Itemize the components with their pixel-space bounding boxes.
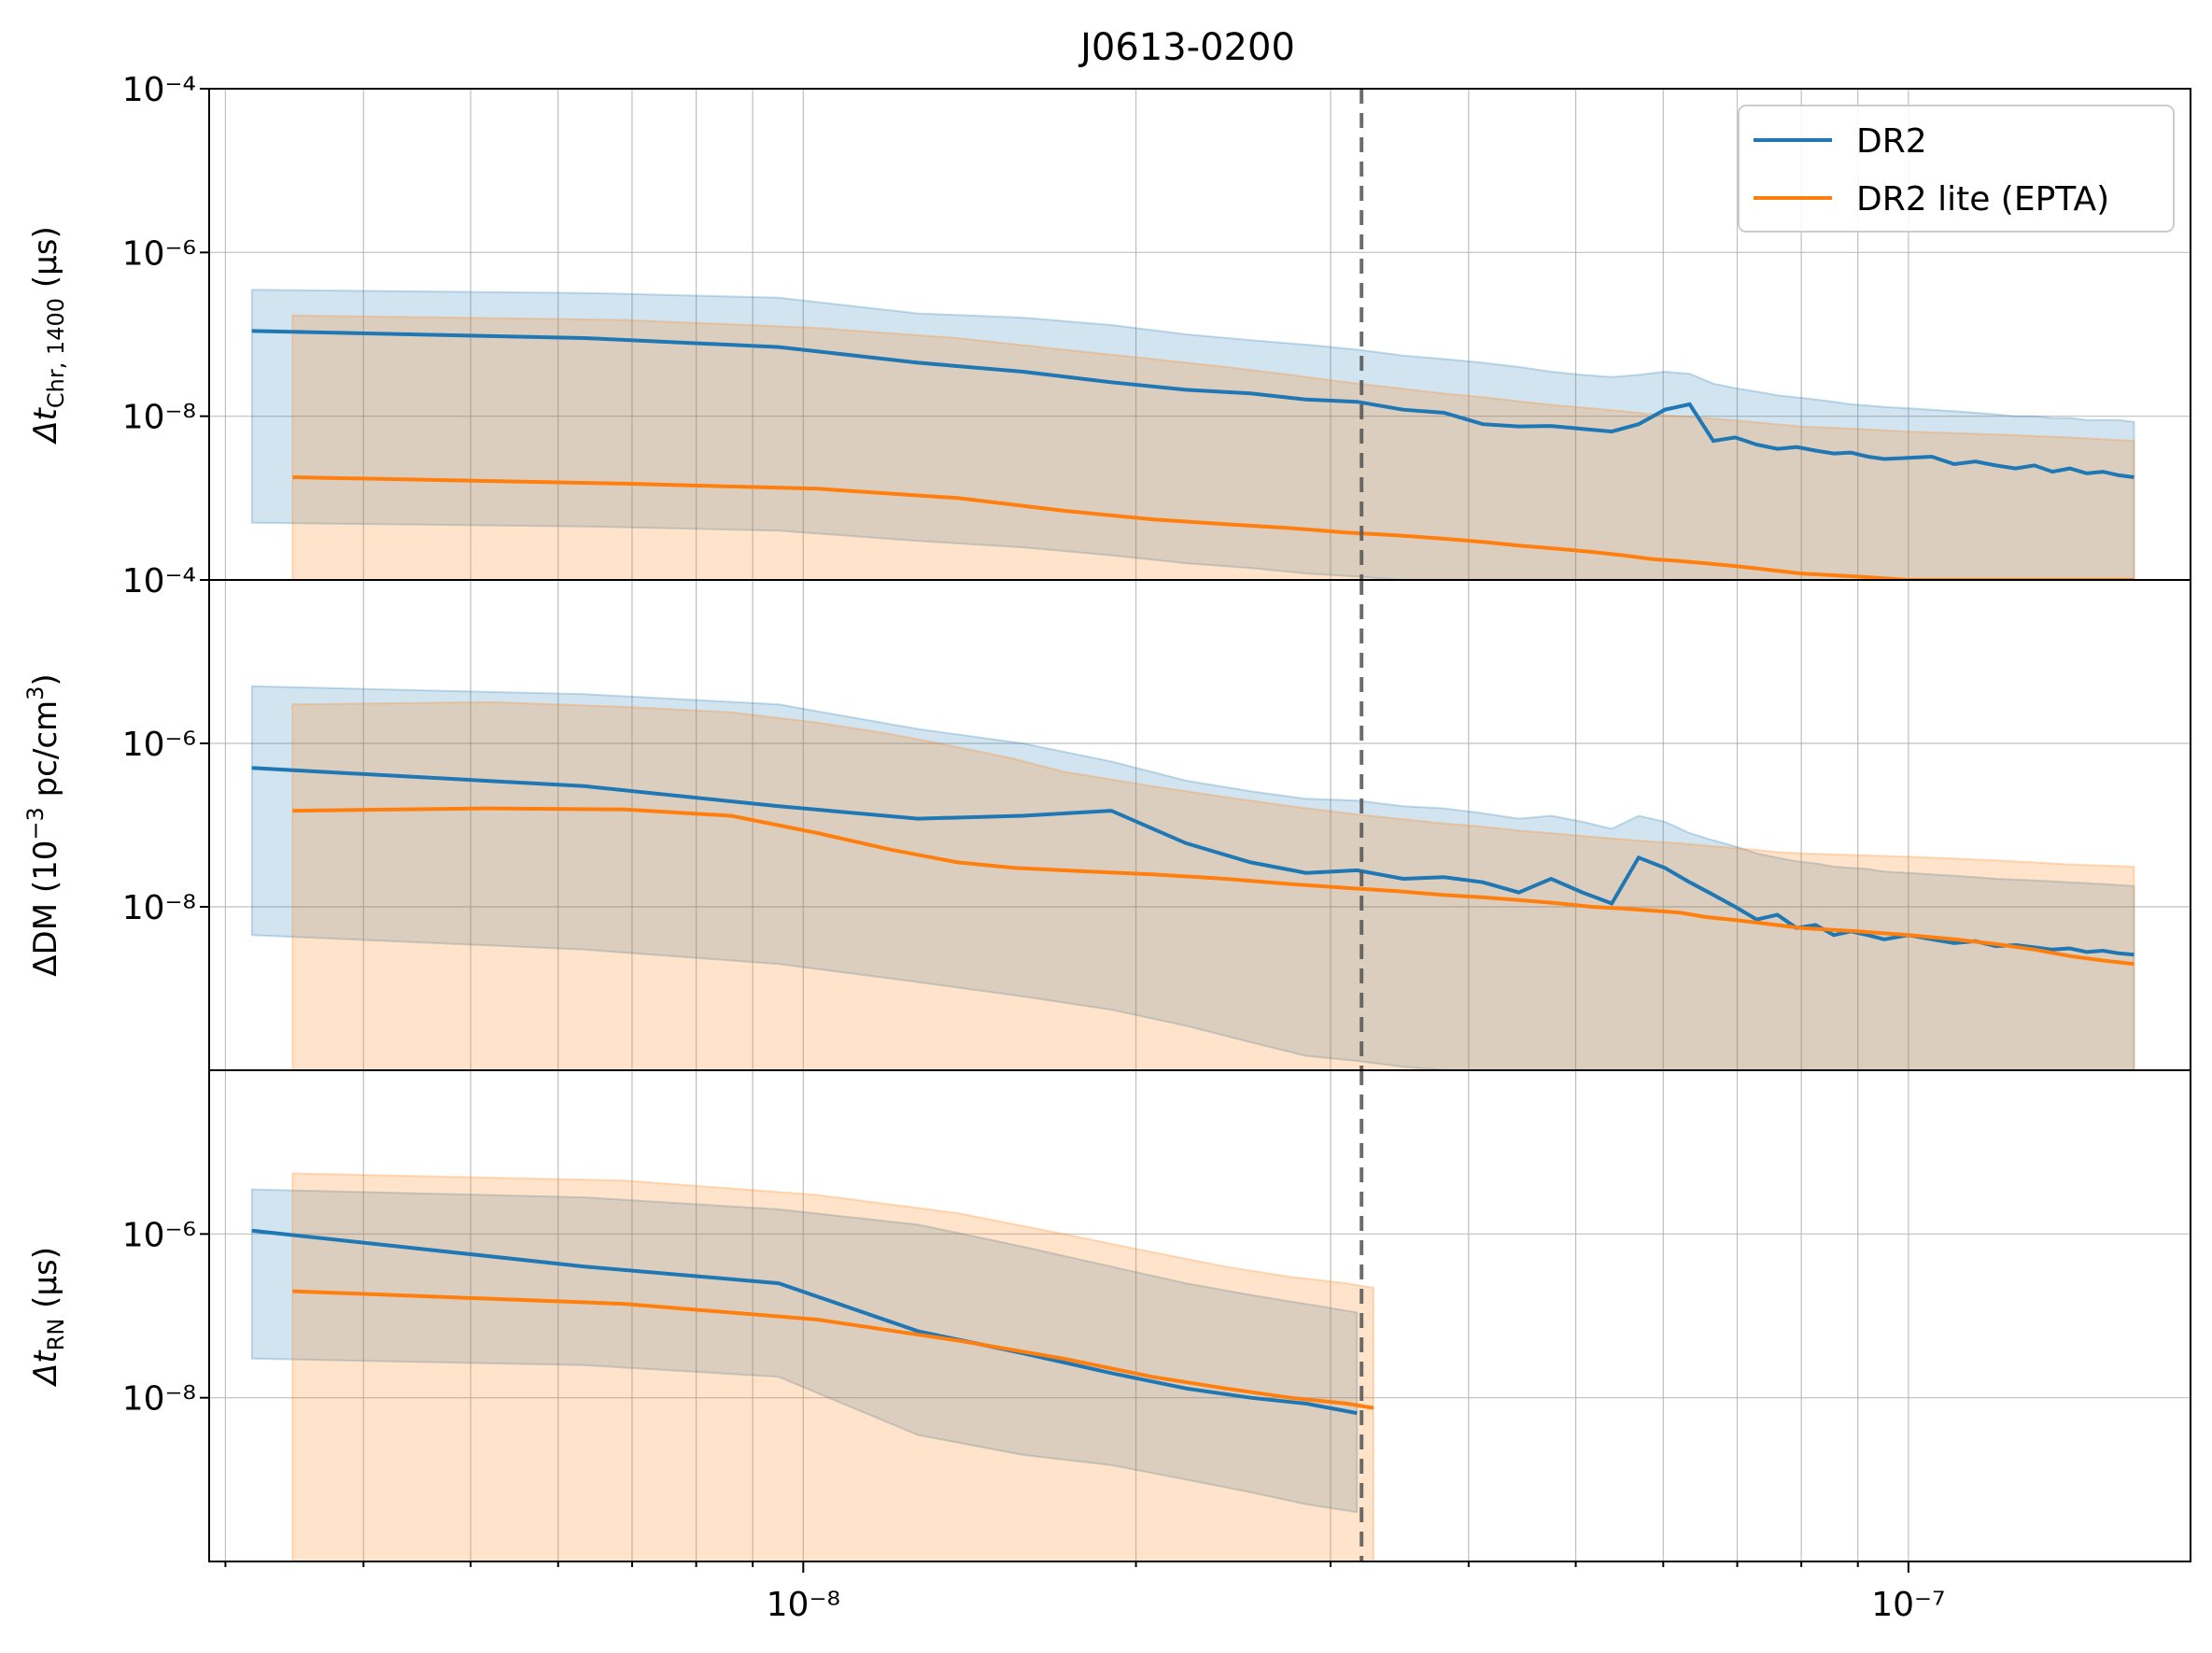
y-tick-label: 10⁻⁶	[122, 726, 196, 764]
band-dr2	[250, 1188, 1359, 1514]
y-tick-label: 10⁻⁴	[122, 71, 196, 109]
panel-frame	[208, 1069, 2191, 1562]
band-dr2	[250, 289, 2135, 580]
legend-label: DR2	[1856, 122, 1927, 161]
x-tick-label: 10⁻⁸	[767, 1586, 840, 1624]
line-dr2-lite	[292, 475, 2135, 580]
x-tick-label: 10⁻⁷	[1871, 1586, 1945, 1624]
panel-dm: 10⁻⁴ 10⁻⁶ 10⁻⁸ ΔDM (10−3 pc/cm3)	[22, 562, 2191, 1071]
panel-plot-area	[250, 685, 2135, 1070]
line-dr2-lite	[292, 806, 2135, 967]
y-tick-label: 10⁻⁸	[122, 399, 196, 437]
panel-red-noise: 10⁻⁶ 10⁻⁸ ΔtRN (μs)	[27, 1069, 2191, 1562]
y-tick-label: 10⁻⁴	[122, 562, 196, 600]
band-dr2-lite	[291, 314, 2135, 580]
panel-plot-area	[250, 289, 2135, 580]
line-dr2	[251, 1228, 1358, 1416]
y-axis-label: ΔtRN (μs)	[27, 1247, 69, 1388]
y-tick-label: 10⁻⁶	[122, 1216, 196, 1254]
y-tick-label: 10⁻⁶	[122, 234, 196, 273]
legend: DR2 DR2 lite (EPTA)	[1738, 105, 2175, 233]
panel-plot-area	[250, 1172, 1374, 1561]
line-dr2	[251, 329, 2135, 479]
panel-chromatic: 10⁻⁴ 10⁻⁶ 10⁻⁸ ΔtChr, 1400 (μs)	[27, 71, 2191, 581]
plot-layer: 10⁻⁴ 10⁻⁶ 10⁻⁸ ΔtChr, 1400 (μs) 10⁻⁴ 10⁻⁶ 10⁻⁸…	[22, 71, 2191, 1624]
legend-box	[1738, 105, 2175, 233]
band-dr2-lite	[291, 700, 2135, 1070]
chart-title: J0613-0200	[1078, 26, 1295, 69]
band-dr2-lite	[291, 1172, 1374, 1561]
y-axis-label: ΔtChr, 1400 (μs)	[27, 226, 69, 445]
legend-label: DR2 lite (EPTA)	[1856, 180, 2109, 219]
y-tick-label: 10⁻⁸	[122, 889, 196, 927]
line-dr2-lite	[292, 1289, 1374, 1410]
y-tick-label: 10⁻⁸	[122, 1380, 196, 1419]
y-axis-label: ΔDM (10−3 pc/cm3)	[22, 673, 64, 976]
